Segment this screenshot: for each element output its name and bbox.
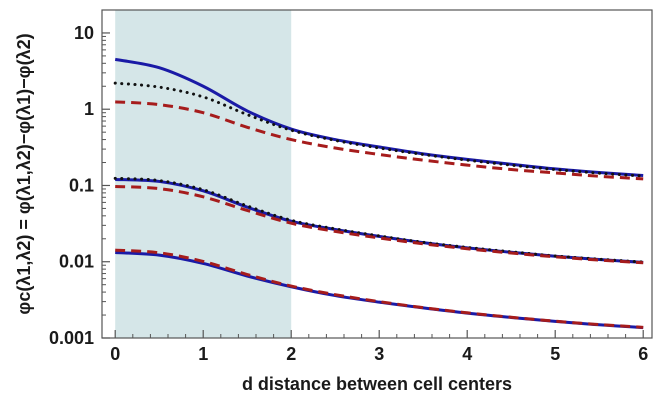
- y-tick-label: 1: [84, 99, 94, 119]
- y-tick-label: 0.01: [59, 252, 94, 272]
- y-tick-label: 0.1: [69, 175, 94, 195]
- x-tick-label: 0: [110, 344, 120, 364]
- plot-frame: [101, 9, 653, 339]
- y-tick-label: 10: [74, 23, 94, 43]
- series-line-6-dashed: [115, 184, 644, 265]
- x-axis-title: d distance between cell centers: [242, 374, 512, 394]
- x-tick-label: 5: [550, 344, 560, 364]
- series-line-1-solid: [114, 57, 644, 178]
- shaded-region: [115, 10, 292, 338]
- series-line-3-dashed: [115, 100, 644, 181]
- y-axis-title: φc(λ1,λ2) = φ(λ1,λ2)−φ(λ1)−φ(λ2): [14, 33, 34, 314]
- series-line-7-solid: [115, 251, 644, 330]
- x-tick-label: 3: [374, 344, 384, 364]
- y-tick-label: 0.001: [49, 328, 94, 348]
- series-line-5-dotted: [113, 176, 645, 264]
- x-tick-label: 2: [286, 344, 296, 364]
- x-tick-label: 6: [638, 344, 648, 364]
- series-line-8-dashed: [115, 248, 644, 329]
- x-tick-label: 4: [462, 344, 472, 364]
- x-tick-label: 1: [198, 344, 208, 364]
